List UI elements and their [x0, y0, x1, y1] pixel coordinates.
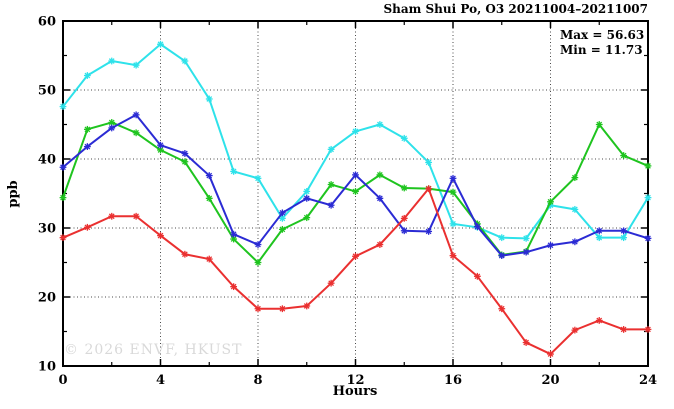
y-axis-label: ppb [6, 180, 21, 208]
watermark: © 2026 ENVF, HKUST [64, 342, 243, 358]
tick-label: 0 [58, 373, 67, 388]
tick-label: 60 [38, 15, 56, 30]
tick-label: 50 [38, 84, 56, 99]
tick-label: 30 [38, 222, 56, 237]
axis-ticks [62, 20, 649, 367]
tick-label: 20 [38, 291, 56, 306]
min-annotation: Min = 11.73 [560, 43, 643, 57]
chart-title: Sham Shui Po, O3 20211004–20211007 [383, 2, 648, 16]
series-blue-markers [59, 111, 652, 259]
y-tick-labels: 10 20 30 40 50 60 [38, 15, 56, 375]
tick-label: 12 [346, 373, 364, 388]
series-cyan-line [62, 43, 649, 240]
tick-label: 4 [156, 373, 165, 388]
series-blue-line [62, 113, 649, 257]
tick-label: 40 [38, 153, 56, 168]
tick-label: 16 [444, 373, 462, 388]
tick-label: 8 [253, 373, 262, 388]
x-tick-labels: 0 4 8 12 16 20 24 [58, 373, 657, 388]
tick-label: 20 [541, 373, 559, 388]
series-red-markers [59, 185, 652, 358]
tick-label: 24 [639, 373, 657, 388]
x-axis-label: Hours [332, 384, 378, 399]
max-annotation: Max = 56.63 [560, 28, 645, 42]
tick-label: 10 [38, 360, 56, 375]
